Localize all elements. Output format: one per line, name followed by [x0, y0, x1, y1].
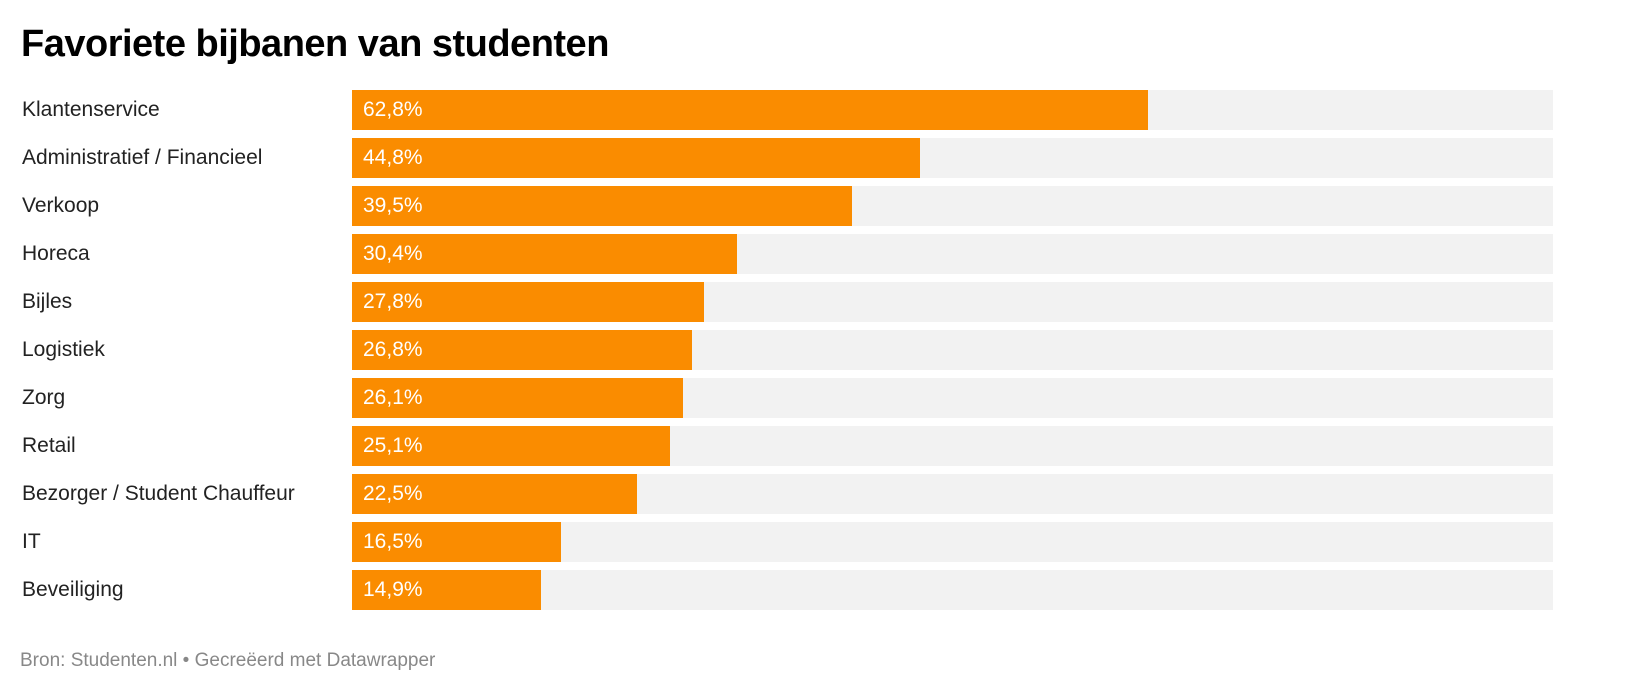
category-label: Retail: [22, 434, 76, 457]
bar-track: 62,8%: [352, 90, 1553, 130]
bar-row: Administratief / Financieel 44,8%: [0, 138, 1640, 178]
bar: 25,1%: [352, 426, 670, 466]
bar-row: Klantenservice 62,8%: [0, 90, 1640, 130]
bar-track: 26,8%: [352, 330, 1553, 370]
value-label: 26,1%: [363, 386, 423, 409]
bar: 22,5%: [352, 474, 637, 514]
value-label: 26,8%: [363, 338, 423, 361]
category-label: Bezorger / Student Chauffeur: [22, 482, 295, 505]
value-label: 25,1%: [363, 434, 423, 457]
bar-row: Verkoop 39,5%: [0, 186, 1640, 226]
category-label: Klantenservice: [22, 98, 160, 121]
bar-row: Beveiliging 14,9%: [0, 570, 1640, 610]
bar: 27,8%: [352, 282, 704, 322]
bar-track: 16,5%: [352, 522, 1553, 562]
bar: 44,8%: [352, 138, 920, 178]
bar: 62,8%: [352, 90, 1148, 130]
value-label: 44,8%: [363, 146, 423, 169]
category-label: Bijles: [22, 290, 73, 313]
value-label: 27,8%: [363, 290, 423, 313]
bar: 26,1%: [352, 378, 683, 418]
bar: 39,5%: [352, 186, 852, 226]
value-label: 14,9%: [363, 578, 423, 601]
category-label: Horeca: [22, 242, 90, 265]
value-label: 62,8%: [363, 98, 423, 121]
bar-track: 26,1%: [352, 378, 1553, 418]
bar-row: Bezorger / Student Chauffeur 22,5%: [0, 474, 1640, 514]
bar: 26,8%: [352, 330, 692, 370]
bar-row: Bijles 27,8%: [0, 282, 1640, 322]
bar-row: IT 16,5%: [0, 522, 1640, 562]
bar: 14,9%: [352, 570, 541, 610]
bar-track: 14,9%: [352, 570, 1553, 610]
bar-row: Retail 25,1%: [0, 426, 1640, 466]
chart-title: Favoriete bijbanen van studenten: [21, 23, 609, 65]
value-label: 30,4%: [363, 242, 423, 265]
category-label: IT: [22, 530, 41, 553]
bar-track: 22,5%: [352, 474, 1553, 514]
category-label: Zorg: [22, 386, 66, 409]
bar-track: 25,1%: [352, 426, 1553, 466]
category-label: Beveiliging: [22, 578, 124, 601]
value-label: 22,5%: [363, 482, 423, 505]
bar-row: Horeca 30,4%: [0, 234, 1640, 274]
category-label: Logistiek: [22, 338, 105, 361]
value-label: 39,5%: [363, 194, 423, 217]
bar-row: Logistiek 26,8%: [0, 330, 1640, 370]
bar: 16,5%: [352, 522, 561, 562]
bar-track: 27,8%: [352, 282, 1553, 322]
bar: 30,4%: [352, 234, 737, 274]
source-footer: Bron: Studenten.nl • Gecreëerd met Dataw…: [20, 650, 436, 671]
bar-track: 44,8%: [352, 138, 1553, 178]
bar-track: 39,5%: [352, 186, 1553, 226]
bar-row: Zorg 26,1%: [0, 378, 1640, 418]
category-label: Administratief / Financieel: [22, 146, 263, 169]
bar-track: 30,4%: [352, 234, 1553, 274]
category-label: Verkoop: [22, 194, 100, 217]
value-label: 16,5%: [363, 530, 423, 553]
